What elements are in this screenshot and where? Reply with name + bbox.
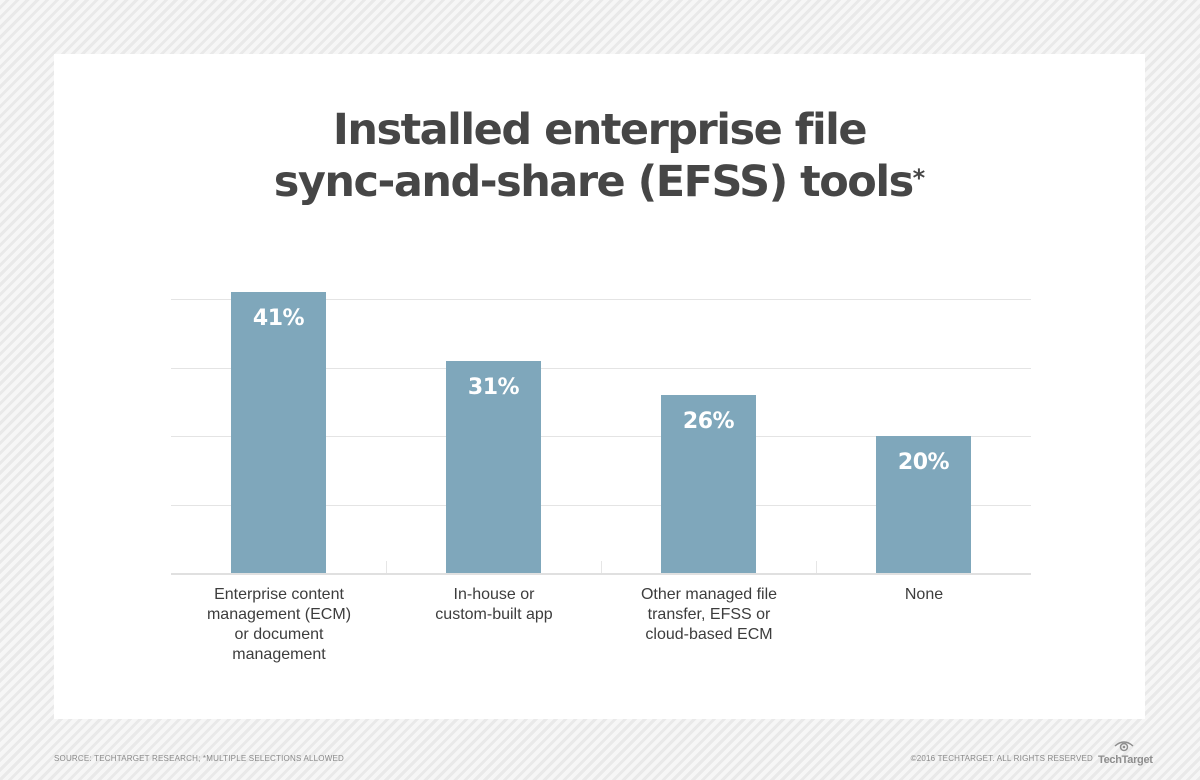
gridline <box>171 505 1031 506</box>
bar: 20% <box>876 436 971 573</box>
gridline <box>171 368 1031 369</box>
bar: 26% <box>661 395 756 573</box>
category-label: In-house or custom-built app <box>435 586 553 623</box>
source-note: SOURCE: TECHTARGET RESEARCH; *MULTIPLE S… <box>54 754 344 763</box>
title-asterisk: * <box>912 164 926 192</box>
category-label: None <box>904 586 944 603</box>
bar: 31% <box>446 361 541 573</box>
gridline <box>171 299 1031 300</box>
logo-text: TechTarget <box>1098 754 1153 766</box>
techtarget-logo: TechTarget <box>1098 740 1153 766</box>
category-label: Other managed file transfer, EFSS or clo… <box>640 586 778 643</box>
eye-icon <box>1114 741 1134 752</box>
bar: 41% <box>231 292 326 573</box>
x-axis-baseline <box>171 573 1031 575</box>
bar-value-label: 26% <box>682 409 735 434</box>
bar-value-label: 20% <box>897 450 950 475</box>
x-axis-tick <box>386 561 387 573</box>
chart-title: Installed enterprise file sync-and-share… <box>54 104 1145 208</box>
copyright-note: ©2016 TECHTARGET. ALL RIGHTS RESERVED <box>910 754 1093 763</box>
bar-value-label: 41% <box>252 306 305 331</box>
x-axis-tick <box>601 561 602 573</box>
title-line-1: Installed enterprise file <box>332 105 868 155</box>
chart-card: Installed enterprise file sync-and-share… <box>54 54 1145 719</box>
x-axis-tick <box>816 561 817 573</box>
gridline <box>171 436 1031 437</box>
title-line-2: sync-and-share (EFSS) tools <box>273 157 914 207</box>
plot-area: 41% Enterprise content management (ECM) o… <box>54 54 1145 719</box>
category-label: Enterprise content management (ECM) or d… <box>206 586 352 663</box>
bar-value-label: 31% <box>467 375 520 400</box>
